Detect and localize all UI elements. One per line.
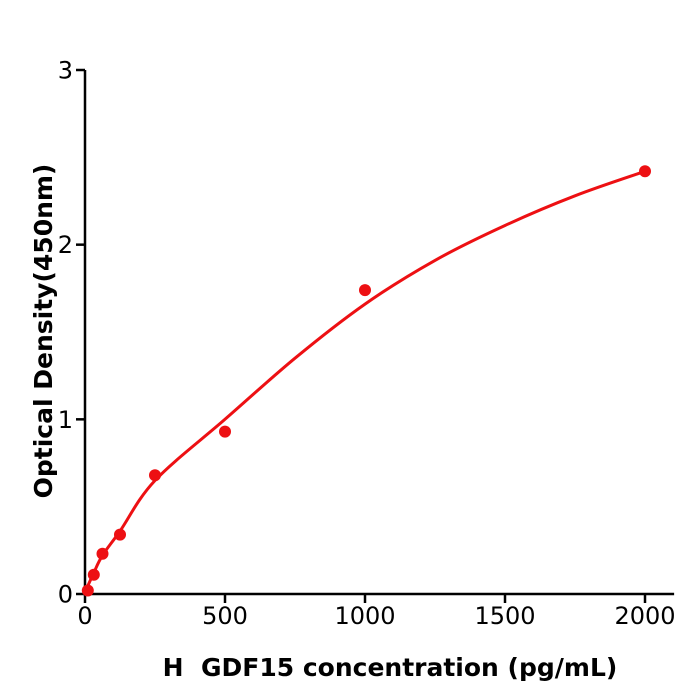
y-tick-label: 3 [58,57,73,85]
data-point [359,284,371,297]
x-tick-label: 0 [77,602,92,630]
data-point [81,584,94,597]
x-tick-label: 1500 [474,602,535,630]
data-point [639,165,651,178]
series-layer [81,165,651,597]
x-tick-label: 2000 [614,602,675,630]
data-point [96,547,109,560]
fit-curve-line [83,169,647,594]
y-tick-label: 1 [58,406,73,434]
axes-layer: 0 500 1000 1500 2000 0 1 2 3 [58,57,676,631]
y-axis-title: Optical Density(450nm) [29,164,58,499]
data-point [149,469,161,482]
x-axis-title: H GDF15 concentration (pg/mL) [163,653,618,682]
y-tick-label: 2 [58,231,73,259]
data-point [87,568,100,581]
data-point [114,528,126,541]
x-tick-label: 1000 [334,602,395,630]
x-tick-label: 500 [202,602,248,630]
y-tick-label: 0 [58,581,73,609]
data-point [219,425,231,438]
